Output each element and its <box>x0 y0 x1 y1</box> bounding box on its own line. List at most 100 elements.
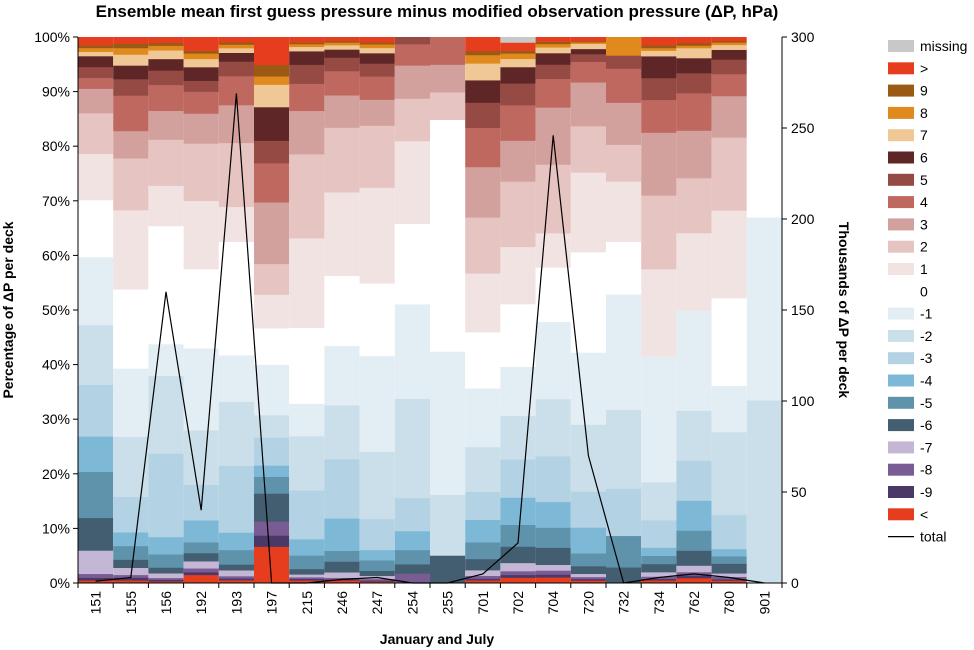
bar-720-6 <box>570 48 606 55</box>
bar-701-m4 <box>465 519 501 543</box>
bar-151-m6 <box>78 517 114 551</box>
left-tick-labels: 0% 10% 20% 30% 40% 50% 60% 70% 80% 90% 100% <box>34 29 78 591</box>
bar-247-m1 <box>359 355 395 452</box>
legend-label-gt: > <box>920 60 928 76</box>
bar-246-m8 <box>324 577 360 580</box>
bar-246-m2 <box>324 405 360 460</box>
total-line <box>95 93 765 584</box>
y-axis-title-left: Percentage of ΔP per deck <box>0 221 16 398</box>
bar-193-m8 <box>218 576 254 579</box>
x-tick-label-192: 192 <box>193 591 209 615</box>
legend-swatch-1 <box>888 263 914 275</box>
bar-701-2 <box>465 217 501 274</box>
x-tick-labels: 151 155 156 192 193 197 215 246 247 254 255 701 702 7… <box>77 583 783 615</box>
bar-702-5 <box>500 83 536 106</box>
x-tick-label-193: 193 <box>228 591 244 615</box>
legend-label-4: 4 <box>920 194 928 210</box>
legend-label-7: 7 <box>920 127 928 143</box>
bar-156-m6 <box>148 567 184 574</box>
bar-192-m6 <box>183 552 219 562</box>
bar-780-7 <box>711 44 747 50</box>
legend-label-m2: -2 <box>920 328 933 344</box>
bar-247-lt <box>359 581 395 584</box>
bar-197-8 <box>254 76 290 85</box>
bar-704-9 <box>535 41 571 45</box>
bar-193-m6 <box>218 564 254 571</box>
bar-192-gt <box>183 37 219 51</box>
bar-155-2 <box>113 158 149 211</box>
bar-246-8 <box>324 42 360 46</box>
bar-155-m5 <box>113 545 149 560</box>
bar-701-5 <box>465 102 501 129</box>
bar-720-m7 <box>570 573 606 578</box>
legend-label-8: 8 <box>920 105 928 121</box>
bar-732-8 <box>606 37 642 56</box>
bar-155-m9 <box>113 577 149 581</box>
bar-192-4 <box>183 91 219 114</box>
bar-192-2 <box>183 143 219 202</box>
bar-702-0 <box>500 304 536 367</box>
legend-swatch-m9 <box>888 486 914 498</box>
bar-734-lt <box>641 580 677 584</box>
right-tick-label: 100 <box>791 393 815 409</box>
bar-734-6 <box>641 56 677 79</box>
bar-901-0 <box>746 37 782 218</box>
bar-732-0 <box>606 241 642 295</box>
bar-246-5 <box>324 57 360 72</box>
bar-702-8 <box>500 53 536 60</box>
bar-734-5 <box>641 77 677 101</box>
bar-247-4 <box>359 76 395 100</box>
bar-192-m3 <box>183 484 219 521</box>
bar-734-m9 <box>641 578 677 581</box>
bar-901-m1 <box>746 217 782 401</box>
bar-732-5 <box>606 55 642 69</box>
bar-702-m4 <box>500 497 536 525</box>
bar-192-m8 <box>183 568 219 573</box>
x-tick-label-151: 151 <box>88 591 104 615</box>
bar-192-1 <box>183 200 219 270</box>
bar-156-m3 <box>148 453 184 538</box>
bar-762-m7 <box>676 565 712 573</box>
bar-156-5 <box>148 70 184 86</box>
legend-swatch-8 <box>888 106 914 119</box>
bar-156-m5 <box>148 554 184 568</box>
bar-780-2 <box>711 137 747 211</box>
bar-156-m7 <box>148 573 184 579</box>
bar-734-2 <box>641 195 677 270</box>
bar-156-m9 <box>148 579 184 582</box>
legend-swatch-3 <box>888 218 914 231</box>
bar-247-9 <box>359 42 395 45</box>
bar-151-m4 <box>78 436 114 472</box>
bar-732-m1 <box>606 294 642 411</box>
bar-762-gt <box>676 37 712 44</box>
chart-title: Ensemble mean first guess pressure minus… <box>96 2 779 21</box>
bar-701-9 <box>465 51 501 56</box>
left-tick-label: 80% <box>42 138 70 154</box>
bar-732-1 <box>606 181 642 243</box>
bar-193-m2 <box>218 401 254 466</box>
bar-702-m1 <box>500 366 536 417</box>
legend-swatch-6 <box>888 151 914 164</box>
bar-247-8 <box>359 44 395 49</box>
bar-247-m4 <box>359 549 395 561</box>
bar-156-2 <box>148 139 184 186</box>
bar-762-m4 <box>676 500 712 531</box>
bar-704-7 <box>535 47 571 54</box>
bar-197-3 <box>254 202 290 265</box>
left-tick-label: 30% <box>42 411 70 427</box>
bar-762-m9 <box>676 575 712 579</box>
x-tick-label-901: 901 <box>756 591 772 615</box>
bar-151-gt <box>78 37 114 46</box>
bar-254-0 <box>394 223 430 305</box>
bar-192-0 <box>183 269 219 349</box>
bar-192-8 <box>183 53 219 60</box>
legend-swatch-lt <box>888 508 914 521</box>
bar-156-m8 <box>148 577 184 580</box>
legend-swatch-m2 <box>888 329 914 342</box>
bar-192-m5 <box>183 542 219 554</box>
legend-swatch-gt <box>888 62 914 75</box>
bar-193-m1 <box>218 355 254 402</box>
bar-702-m7 <box>500 562 536 572</box>
bar-702-7 <box>500 58 536 68</box>
